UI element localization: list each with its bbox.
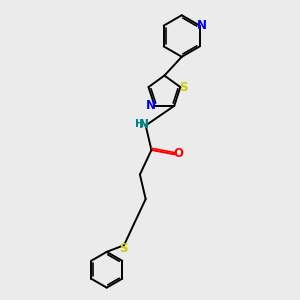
Text: H: H xyxy=(135,119,144,129)
Text: O: O xyxy=(174,147,184,160)
Text: N: N xyxy=(146,99,156,112)
Text: N: N xyxy=(197,19,207,32)
Text: S: S xyxy=(119,242,128,255)
Text: S: S xyxy=(180,81,188,94)
Text: N: N xyxy=(139,118,149,130)
